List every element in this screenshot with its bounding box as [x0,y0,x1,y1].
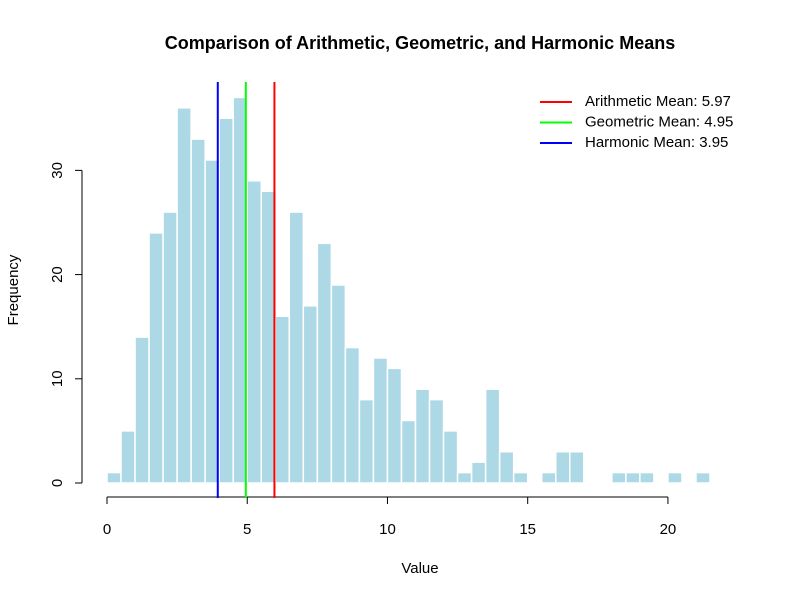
bar [667,471,683,484]
bar [106,471,122,484]
y-axis-label: Frequency [5,254,22,325]
bar [625,471,641,484]
bar [330,284,347,484]
bar [498,450,515,484]
bar [540,471,557,484]
y-tick-label: 10 [49,370,66,387]
bar [316,242,333,484]
bar [554,450,571,484]
bar [120,430,136,484]
bar [260,190,277,484]
legend-label: Geometric Mean: 4.95 [585,113,733,130]
bar [484,388,501,484]
bar [470,461,487,484]
bar [246,180,263,484]
bar [639,471,655,484]
bar [386,367,403,484]
legend-label: Arithmetic Mean: 5.97 [585,93,731,110]
y-tick-label: 20 [49,266,66,283]
bar [134,336,150,484]
bar [274,315,291,484]
chart-title: Comparison of Arithmetic, Geometric, and… [165,33,675,53]
bar [176,107,192,484]
bar [162,211,178,484]
x-axis-label: Value [401,560,438,577]
x-tick-label: 10 [379,521,396,538]
bar [512,471,529,484]
bar [358,398,375,484]
bar [611,471,627,484]
bar [190,138,206,484]
legend-label: Harmonic Mean: 3.95 [585,134,728,151]
bar [148,232,164,484]
y-tick-label: 0 [49,479,66,487]
y-tick-label: 30 [49,162,66,179]
bar [414,388,431,484]
bar [569,450,585,484]
bar [456,471,473,484]
bar [218,117,234,484]
bar [372,357,389,484]
bar [302,305,319,484]
bar [695,471,711,484]
bar [428,398,445,484]
x-tick-label: 5 [243,521,251,538]
bar [442,430,459,484]
x-tick-label: 20 [660,521,677,538]
bar [344,346,361,484]
bar [288,211,305,484]
x-tick-label: 0 [103,521,111,538]
x-tick-label: 15 [519,521,536,538]
bar [400,419,417,484]
